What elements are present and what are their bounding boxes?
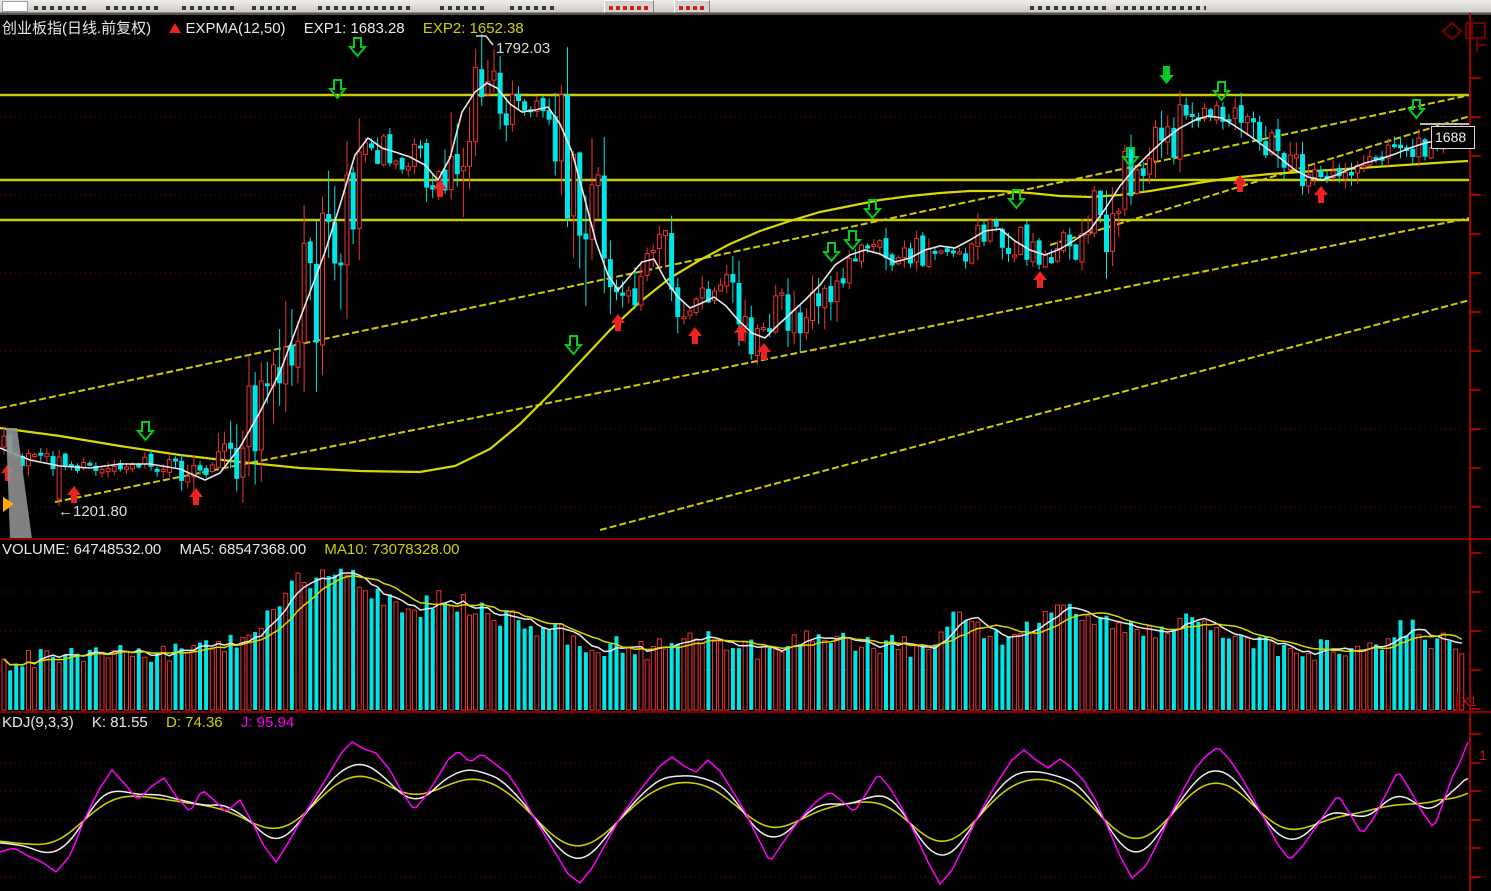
menu-red-button[interactable] [604,0,654,13]
menu-item[interactable] [182,6,236,10]
kdj-name[interactable]: KDJ(9,3,3) [2,714,74,731]
sell-arrow-icon [842,230,863,251]
exp2-value: EXP2: 1652.38 [422,20,524,37]
menu-item[interactable] [1030,6,1108,10]
kdj-k-line [0,763,1469,859]
sell-arrow-icon [1006,189,1027,210]
main-info-row: 创业板指(日线.前复权) EXPMA(12,50) EXP1: 1683.28 … [2,17,524,38]
buy-signal-icon [169,23,182,33]
volume-ma10-value: MA10: 73078328.00 [324,541,460,558]
high-price-label: 1792.03 [496,40,551,57]
left-marker-icon [3,497,14,512]
volume-axis-x1-label: X1 [1461,694,1477,709]
menu-item[interactable] [510,6,554,10]
menu-item[interactable] [1116,6,1206,10]
sell-arrow-icon [347,37,368,58]
volume-value: VOLUME: 64748532.00 [2,541,162,558]
buy-arrow-icon [1314,186,1328,203]
corner-fold [6,428,32,539]
exp1-value: EXP1: 1683.28 [303,20,405,37]
menu-red-button[interactable] [674,0,710,13]
diagonal-trend-line [0,94,1469,409]
high-label-leader [476,35,494,46]
exp2-line [0,159,1469,474]
volume-info-row: VOLUME: 64748532.00 MA5: 68547368.00 MA1… [2,541,460,558]
volume-ma10-line [3,574,1463,666]
kdj-info-row: KDJ(9,3,3) K: 81.55 D: 74.36 J: 95.94 [2,714,294,731]
sell-arrow-solid-icon [1159,66,1174,84]
buy-arrow-icon [757,343,771,360]
volume-bars-group [1,568,1465,711]
sell-arrow-icon [327,79,348,100]
exp1-line [0,82,1469,481]
sell-arrow-icon [1406,99,1427,120]
kdj-axis-value-label: 1 [1479,747,1487,763]
split-window-icon [1465,22,1486,39]
symbol-title[interactable]: 创业板指(日线.前复权) [2,20,152,37]
buy-arrow-icon [433,180,447,197]
app-icon[interactable] [2,1,28,12]
sell-arrow-icon [862,199,883,220]
sell-arrow-icon [1211,81,1232,102]
chart-content [0,34,1469,886]
buy-arrow-icon [611,314,625,331]
buy-arrow-icon [734,324,748,341]
menu-item[interactable] [106,6,162,10]
menu-item[interactable] [318,6,414,10]
kdj-d-value: D: 74.36 [165,714,223,731]
menu-item[interactable] [440,6,486,10]
kdj-j-value: J: 95.94 [240,714,295,731]
last-price-box: 1688 [1431,126,1475,149]
menu-bar [0,0,1491,13]
indicator-name[interactable]: EXPMA(12,50) [185,20,286,37]
diagonal-trend-line [599,299,1469,531]
kdj-d-line [0,775,1469,847]
buy-arrow-icon [1033,271,1047,288]
sell-arrow-icon [135,421,156,442]
diamond-icon [1441,21,1463,41]
volume-ma5-value: MA5: 68547368.00 [179,541,307,558]
buy-arrow-icon [688,327,702,344]
kdj-k-value: K: 81.55 [91,714,148,731]
buy-arrow-icon [189,488,203,505]
sell-arrow-icon [821,242,842,263]
buy-arrow-icon [67,486,81,503]
menu-item[interactable] [34,6,88,10]
kdj-j-line [0,741,1469,886]
menu-bar-shadow [0,13,1491,15]
candles-group [1,34,1465,506]
buy-arrow-icon [1233,175,1247,192]
sell-arrow-icon [1120,147,1141,168]
menu-item[interactable] [252,6,300,10]
low-price-label: ←1201.80 [58,503,128,520]
sell-arrow-icon [563,335,584,356]
